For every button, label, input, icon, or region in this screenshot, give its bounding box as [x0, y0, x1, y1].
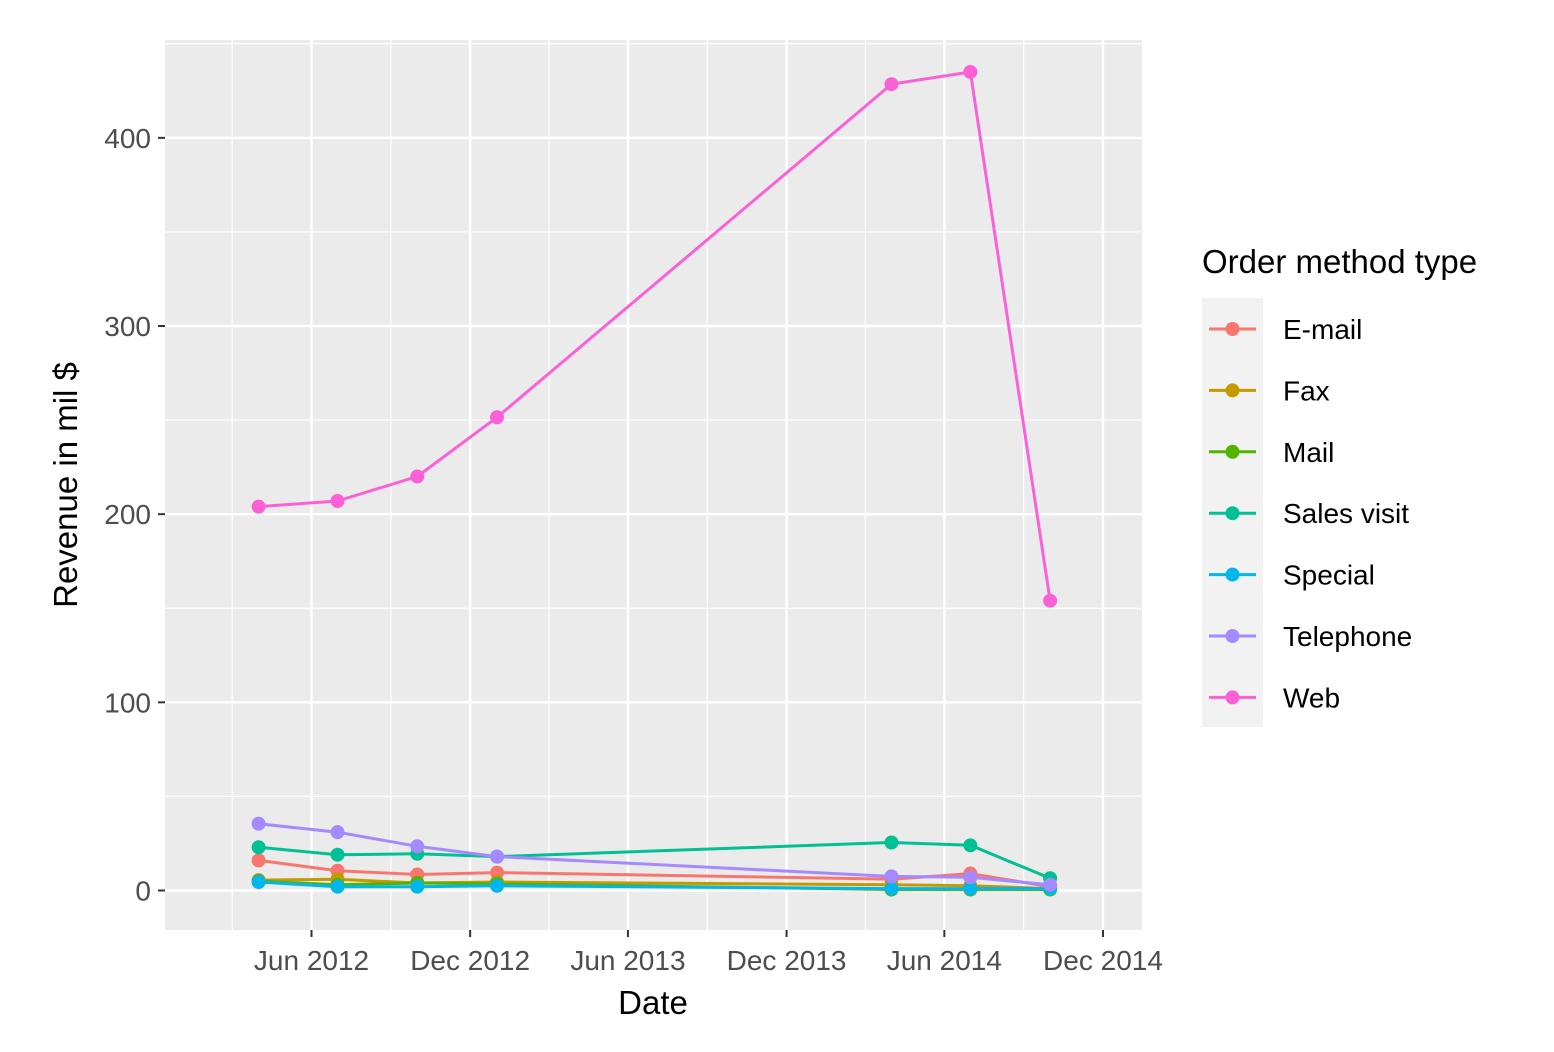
x-axis: Jun 2012 Dec 2012 Jun 2013 Dec 2013 Jun 2014… [254, 930, 1163, 976]
data-point-telephone [963, 870, 978, 885]
data-point-telephone [884, 869, 899, 884]
data-point-special [490, 878, 505, 893]
series-telephone [251, 816, 1058, 892]
series-layer [251, 64, 1058, 897]
data-point-web [963, 64, 978, 79]
y-tick-label: 400 [104, 123, 151, 154]
y-tick-label: 200 [104, 499, 151, 530]
legend-item-e-mail: E-mail [1209, 314, 1362, 345]
x-tick-label: Jun 2012 [254, 945, 369, 976]
data-point-special [884, 881, 899, 896]
x-tick-label: Jun 2014 [887, 945, 1002, 976]
legend-key-point [1225, 383, 1240, 398]
x-tick-label: Dec 2013 [727, 945, 847, 976]
y-axis: 0 100 200 300 400 [104, 123, 165, 906]
data-point-telephone [490, 849, 505, 864]
data-point-e-mail [251, 853, 266, 868]
legend-label: Mail [1283, 437, 1334, 468]
series-web [251, 64, 1058, 608]
data-point-sales-visit [330, 847, 345, 862]
data-point-web [330, 493, 345, 508]
data-point-sales-visit [884, 835, 899, 850]
legend-label: Telephone [1283, 621, 1412, 652]
x-axis-title: Date [618, 984, 688, 1021]
legend-label: Special [1283, 560, 1375, 591]
legend-item-mail: Mail [1209, 437, 1334, 468]
data-point-web [490, 410, 505, 425]
data-point-telephone [251, 816, 266, 831]
legend-key-point [1225, 322, 1240, 336]
data-point-web [251, 499, 266, 514]
y-tick-label: 0 [135, 875, 151, 906]
legend-item-sales-visit: Sales visit [1209, 498, 1409, 529]
legend-item-special: Special [1209, 560, 1375, 591]
plot-panel [165, 40, 1142, 930]
y-tick-label: 100 [104, 687, 151, 718]
legend-label: Fax [1283, 375, 1330, 406]
legend-label: Web [1283, 682, 1340, 713]
data-point-web [410, 469, 425, 484]
legend-label: Sales visit [1283, 498, 1409, 529]
legend-title: Order method type [1202, 243, 1477, 280]
data-point-telephone [330, 825, 345, 840]
data-point-web [1043, 593, 1058, 608]
data-point-special [410, 879, 425, 894]
legend-key-point [1225, 629, 1240, 643]
legend-key-point [1225, 690, 1240, 705]
major-gridlines [165, 40, 1142, 930]
legend-key-point [1225, 444, 1240, 459]
data-point-special [963, 881, 978, 896]
data-point-sales-visit [963, 838, 978, 853]
x-tick-label: Jun 2013 [570, 945, 685, 976]
x-tick-label: Dec 2014 [1043, 945, 1163, 976]
data-point-telephone [1043, 877, 1058, 892]
y-axis-title: Revenue in mil $ [47, 362, 84, 608]
legend-item-web: Web [1209, 682, 1340, 713]
legend-key-point [1225, 567, 1240, 582]
legend-items: E-mail Fax Mail Sales visit Special Telephone… [1209, 314, 1412, 713]
legend-label: E-mail [1283, 314, 1362, 345]
y-tick-label: 300 [104, 311, 151, 342]
data-point-telephone [410, 839, 425, 854]
x-tick-label: Dec 2012 [410, 945, 530, 976]
data-point-web [884, 77, 899, 92]
data-point-sales-visit [251, 840, 266, 855]
legend: Order method type E-mail Fax Mail Sales vis… [1202, 243, 1477, 727]
data-point-special [330, 879, 345, 894]
legend-key-point [1225, 506, 1240, 521]
legend-item-telephone: Telephone [1209, 621, 1412, 652]
legend-item-fax: Fax [1209, 375, 1330, 406]
data-point-special [251, 875, 266, 890]
